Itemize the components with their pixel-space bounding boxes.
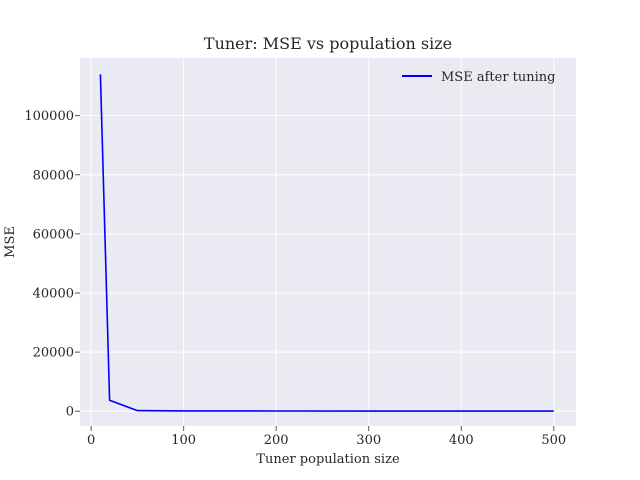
x-tick-label: 200	[264, 433, 289, 448]
gridlines	[80, 58, 576, 426]
axis-ticks: 0 100 200 300 400 500 0 20000 40000 60000 80000 100…	[24, 109, 566, 448]
x-tick-label: 400	[449, 433, 474, 448]
x-tick-label: 0	[87, 433, 95, 448]
y-tick-label: 0	[66, 405, 74, 420]
x-tick-label: 500	[541, 433, 566, 448]
x-axis-label: Tuner population size	[256, 452, 400, 467]
chart-title: Tuner: MSE vs population size	[204, 34, 452, 53]
legend-label: MSE after tuning	[441, 70, 556, 85]
y-axis-label: MSE	[3, 226, 18, 258]
legend: MSE after tuning	[402, 70, 556, 85]
y-tick-label: 100000	[24, 109, 74, 124]
plot-area	[80, 58, 576, 426]
y-tick-label: 20000	[33, 346, 74, 361]
y-tick-label: 80000	[33, 168, 74, 183]
x-tick-label: 100	[171, 433, 196, 448]
y-tick-label: 60000	[33, 227, 74, 242]
x-tick-label: 300	[356, 433, 381, 448]
series-layer	[99, 74, 554, 412]
series-line	[99, 74, 554, 412]
y-tick-label: 40000	[33, 286, 74, 301]
